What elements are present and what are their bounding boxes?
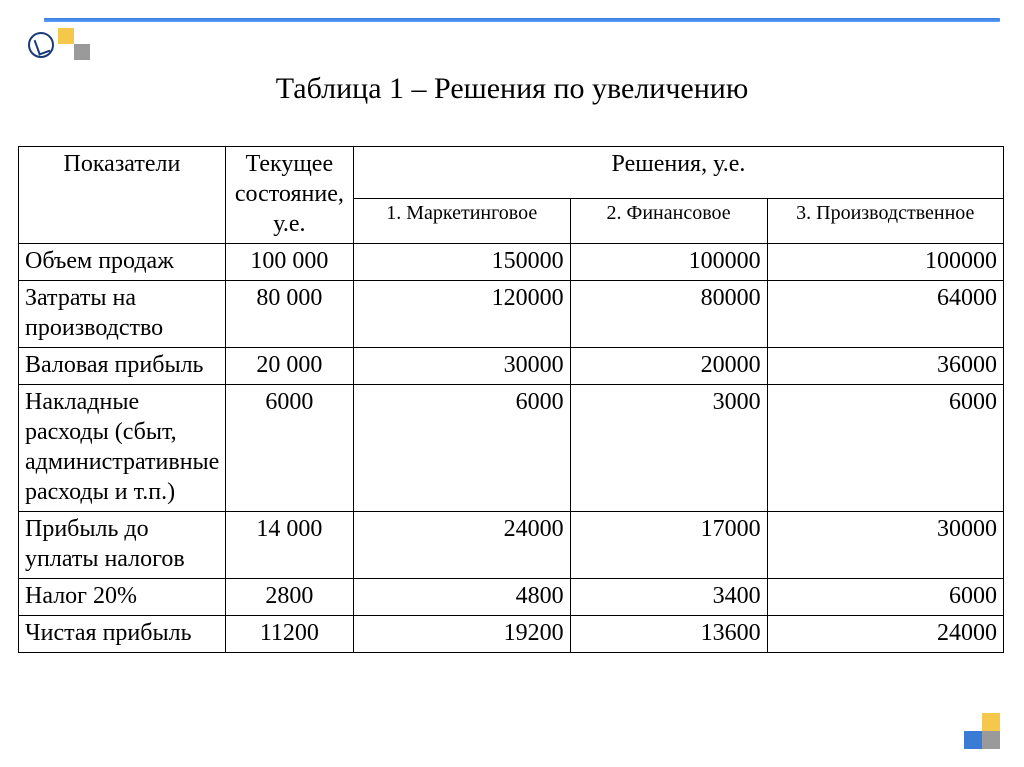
top-rule [44,18,1000,22]
table-row: Чистая прибыль 11200 19200 13600 24000 [19,616,1004,653]
cell-label: Затраты на производство [19,281,226,348]
cell-current: 100 000 [225,244,353,281]
logo-square-blue-icon [964,731,982,749]
cell-s1: 150000 [353,244,570,281]
cell-current: 80 000 [225,281,353,348]
cell-s2: 80000 [570,281,767,348]
cell-current: 11200 [225,616,353,653]
cell-label: Валовая прибыль [19,348,226,385]
col-subheader-2: 2. Финансовое [570,199,767,244]
table-body: Объем продаж 100 000 150000 100000 10000… [19,244,1004,653]
table-row: Прибыль до уплаты налогов 14 000 24000 1… [19,512,1004,579]
cell-s3: 64000 [767,281,1003,348]
cell-s1: 24000 [353,512,570,579]
logo-square-yellow-icon [58,28,74,44]
cell-s3: 30000 [767,512,1003,579]
logo-square-grey-icon [982,731,1000,749]
data-table-container: Показатели Текущее состояние, у.е. Решен… [18,146,1004,653]
col-header-indicators: Показатели [19,147,226,244]
col-header-solutions: Решения, у.е. [353,147,1003,199]
cell-current: 2800 [225,579,353,616]
page-title: Таблица 1 – Решения по увеличению [0,72,1024,106]
table-row: Объем продаж 100 000 150000 100000 10000… [19,244,1004,281]
col-subheader-1: 1. Маркетинговое [353,199,570,244]
cell-s3: 36000 [767,348,1003,385]
table-row: Налог 20% 2800 4800 3400 6000 [19,579,1004,616]
cell-label: Накладные расходы (сбыт, административны… [19,385,226,512]
cell-s2: 3400 [570,579,767,616]
cell-s1: 6000 [353,385,570,512]
cell-s1: 30000 [353,348,570,385]
cell-s2: 3000 [570,385,767,512]
cell-label: Налог 20% [19,579,226,616]
cell-s2: 17000 [570,512,767,579]
logo-bottom-right [964,713,1004,753]
cell-s1: 120000 [353,281,570,348]
logo-square-grey-icon [74,44,90,60]
table-row: Накладные расходы (сбыт, административны… [19,385,1004,512]
cell-s3: 24000 [767,616,1003,653]
cell-label: Чистая прибыль [19,616,226,653]
cell-s1: 19200 [353,616,570,653]
cell-s3: 6000 [767,385,1003,512]
logo-top-left [28,28,100,62]
col-subheader-3: 3. Производственное [767,199,1003,244]
logo-square-yellow-icon [982,713,1000,731]
cell-s2: 20000 [570,348,767,385]
cell-current: 20 000 [225,348,353,385]
cell-s3: 100000 [767,244,1003,281]
data-table: Показатели Текущее состояние, у.е. Решен… [18,146,1004,653]
cell-label: Объем продаж [19,244,226,281]
col-header-current: Текущее состояние, у.е. [225,147,353,244]
table-row: Затраты на производство 80 000 120000 80… [19,281,1004,348]
cell-s2: 13600 [570,616,767,653]
cell-s2: 100000 [570,244,767,281]
cell-label: Прибыль до уплаты налогов [19,512,226,579]
logo-circle-icon [28,32,54,58]
cell-s1: 4800 [353,579,570,616]
cell-current: 6000 [225,385,353,512]
table-row: Валовая прибыль 20 000 30000 20000 36000 [19,348,1004,385]
cell-s3: 6000 [767,579,1003,616]
cell-current: 14 000 [225,512,353,579]
